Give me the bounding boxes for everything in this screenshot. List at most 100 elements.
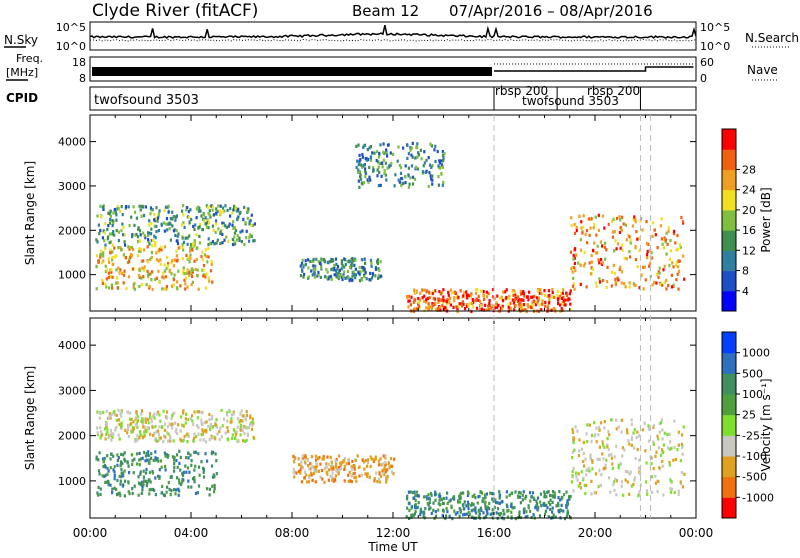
echo-cell	[377, 155, 380, 159]
echo-cell	[421, 288, 424, 292]
echo-cell	[116, 453, 119, 457]
echo-cell	[193, 468, 196, 472]
echo-cell	[477, 294, 480, 298]
echo-cell	[563, 303, 566, 307]
echo-cell	[487, 304, 490, 308]
echo-cell	[190, 417, 193, 421]
colorbar-segment	[722, 456, 736, 478]
echo-cell	[658, 466, 661, 470]
echo-cell	[505, 495, 508, 499]
echo-cell	[223, 209, 226, 213]
echo-cell	[166, 455, 169, 459]
echo-cell	[104, 437, 107, 441]
echo-cell	[430, 493, 433, 497]
echo-cell	[620, 484, 623, 488]
echo-cell	[522, 298, 525, 302]
echo-cell	[151, 270, 154, 274]
echo-cell	[189, 249, 192, 253]
echo-cell	[169, 222, 172, 226]
echo-cell	[155, 276, 159, 280]
echo-cell	[529, 499, 532, 503]
echo-cell	[562, 299, 565, 303]
echo-cell	[322, 457, 325, 461]
echo-cell	[99, 228, 102, 233]
echo-cell	[215, 241, 218, 245]
echo-cell	[441, 183, 444, 187]
echo-cell	[182, 269, 185, 273]
echo-cell	[160, 491, 163, 495]
echo-cell	[434, 301, 437, 305]
echo-cell	[147, 421, 150, 425]
echo-cell	[675, 278, 678, 282]
echo-cell	[638, 466, 641, 470]
echo-cell	[673, 419, 676, 423]
echo-cell	[203, 219, 206, 223]
echo-cell	[210, 434, 213, 438]
echo-cell	[197, 287, 200, 291]
cpid-programs	[493, 87, 641, 110]
echo-cell	[117, 418, 121, 422]
echo-cell	[121, 213, 124, 217]
echo-cell	[432, 508, 435, 512]
echo-cell	[210, 260, 213, 264]
echo-cell	[167, 432, 170, 436]
echo-cell	[599, 421, 603, 425]
echo-cell	[682, 254, 685, 258]
echo-cell	[484, 303, 487, 307]
echo-cell	[670, 285, 673, 289]
echo-cell	[208, 209, 211, 213]
echo-cell	[122, 233, 125, 237]
echo-cell	[543, 289, 546, 293]
echo-cell	[139, 457, 143, 461]
echo-cell	[123, 269, 126, 273]
echo-cell	[407, 173, 410, 177]
echo-cell	[594, 215, 597, 219]
echo-cell	[150, 255, 153, 259]
echo-cell	[661, 428, 664, 432]
echo-cell	[138, 204, 141, 208]
echo-cell	[200, 418, 203, 422]
echo-cell	[565, 515, 568, 519]
echo-cell	[214, 423, 217, 427]
echo-cell	[534, 303, 537, 307]
echo-cell	[163, 229, 166, 233]
echo-cell	[384, 470, 387, 474]
echo-cell	[621, 446, 625, 450]
echo-cell	[139, 233, 142, 237]
echo-cell	[497, 501, 500, 505]
echo-cell	[611, 418, 614, 422]
echo-cell	[331, 258, 334, 262]
echo-cell	[630, 437, 633, 441]
echo-cell	[356, 454, 359, 458]
echo-cell	[245, 410, 248, 414]
echo-cell	[179, 429, 182, 433]
cpid-program-2: rbsp 200	[495, 84, 548, 98]
echo-cell	[202, 470, 205, 474]
echo-cell	[402, 146, 405, 150]
echo-cell	[419, 513, 422, 517]
echo-cell	[513, 308, 516, 312]
echo-cell	[167, 481, 170, 485]
echo-cell	[176, 476, 179, 480]
echo-cell	[662, 246, 665, 250]
echo-cell	[209, 269, 213, 273]
echo-cell	[517, 299, 520, 303]
echo-cell	[441, 165, 444, 169]
echo-cell	[340, 261, 343, 265]
echo-cell	[352, 273, 355, 277]
echo-cell	[115, 218, 118, 222]
echo-cell	[241, 419, 244, 423]
echo-cell	[557, 501, 560, 505]
echo-cell	[213, 242, 216, 246]
echo-cell	[170, 272, 173, 276]
echo-cell	[643, 421, 646, 425]
echo-cell	[620, 281, 623, 285]
echo-cell	[677, 430, 680, 434]
echo-cell	[169, 238, 172, 242]
echo-cell	[406, 497, 409, 501]
echo-cell	[361, 473, 364, 477]
echo-cell	[102, 410, 105, 415]
echo-cell	[358, 265, 361, 270]
freq-frame	[89, 56, 697, 82]
echo-cell	[373, 477, 376, 481]
